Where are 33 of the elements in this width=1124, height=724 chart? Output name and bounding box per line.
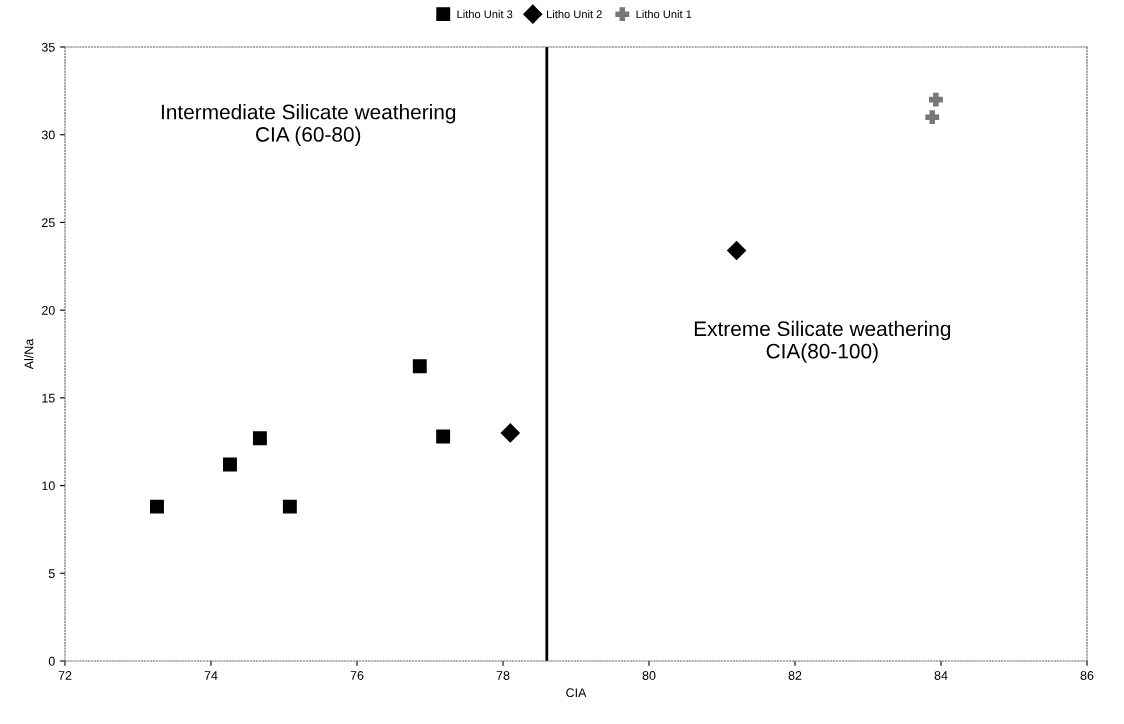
point xyxy=(252,431,267,446)
point xyxy=(150,499,164,514)
point xyxy=(223,457,237,472)
x-tick-label: 76 xyxy=(350,671,364,680)
point xyxy=(727,240,747,261)
y-tick-label: 35 xyxy=(41,42,55,52)
y-tick-label: 30 xyxy=(41,130,55,140)
x-tick-label: 84 xyxy=(934,671,948,680)
annotation: Extreme Silicate weathering CIA(80-100) xyxy=(694,320,951,363)
legend-label: Litho Unit 2 xyxy=(547,10,602,19)
y-tick-label: 25 xyxy=(42,218,55,228)
legend-label: Litho Unit 3 xyxy=(457,10,513,19)
point xyxy=(928,92,943,107)
point xyxy=(412,359,427,374)
y-tick-label: 5 xyxy=(48,569,55,578)
x-tick-label: 80 xyxy=(642,671,656,680)
annotation: Intermediate Silicate weathering CIA (60-80) xyxy=(161,104,456,146)
point xyxy=(925,110,940,125)
x-tick-label: 72 xyxy=(58,671,72,680)
x-axis-title: CIA xyxy=(566,688,587,698)
y-axis-title: Al/Na xyxy=(24,338,34,370)
point xyxy=(436,429,451,444)
x-tick-label: 78 xyxy=(496,671,510,680)
y-tick-label: 15 xyxy=(42,393,55,403)
point xyxy=(500,423,520,443)
legend-label: Litho Unit 1 xyxy=(636,10,692,19)
point xyxy=(282,499,297,514)
x-tick-label: 74 xyxy=(204,671,218,680)
y-tick-label: 10 xyxy=(42,481,55,491)
y-tick-label: 0 xyxy=(48,656,55,666)
x-tick-label: 86 xyxy=(1080,671,1094,680)
y-tick-label: 20 xyxy=(42,305,55,315)
x-tick-label: 82 xyxy=(788,671,802,680)
